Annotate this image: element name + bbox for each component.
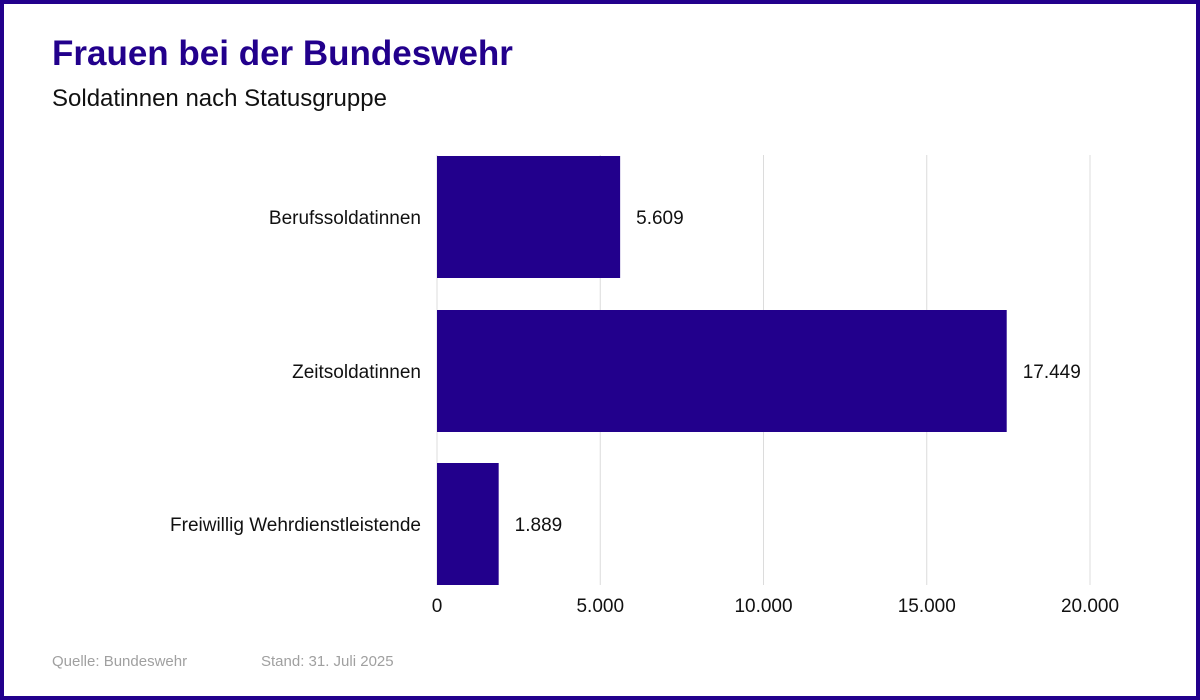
x-tick-label: 0	[432, 596, 443, 617]
labels: 0 5.000 10.000 15.000 20.000 Berufssoldatinne…	[170, 208, 1119, 617]
bar	[437, 310, 1007, 432]
chart-subtitle: Soldatinnen nach Statusgruppe	[52, 85, 387, 112]
value-label: 1.889	[515, 515, 563, 536]
value-label: 5.609	[636, 208, 684, 229]
value-label: 17.449	[1023, 362, 1081, 383]
chart-title: Frauen bei der Bundeswehr	[52, 34, 513, 73]
bar	[437, 156, 621, 278]
source-note: Quelle: Bundeswehr	[52, 653, 188, 670]
bars	[437, 156, 1007, 585]
category-label: Freiwillig Wehrdienstleistende	[170, 515, 421, 536]
x-tick-label: 5.000	[576, 596, 624, 617]
category-label: Berufssoldatinnen	[269, 208, 421, 229]
bar	[437, 463, 499, 585]
date-note: Stand: 31. Juli 2025	[261, 653, 394, 670]
x-tick-label: 15.000	[898, 596, 956, 617]
category-label: Zeitsoldatinnen	[292, 362, 421, 383]
x-tick-label: 10.000	[734, 596, 792, 617]
x-tick-label: 20.000	[1061, 596, 1119, 617]
